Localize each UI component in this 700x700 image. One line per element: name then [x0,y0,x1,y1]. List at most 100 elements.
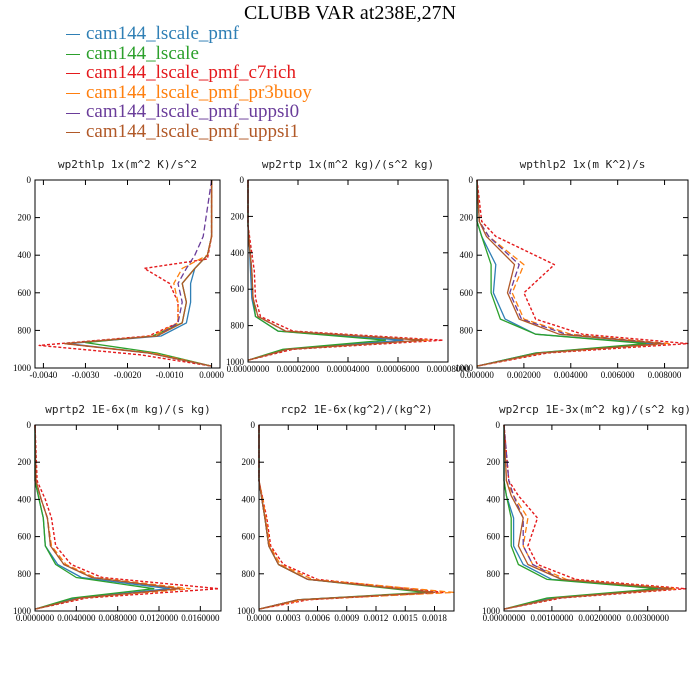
y-tick-label: 400 [487,494,501,504]
chart-title: wp2rcp 1E-3x(m^2 kg)/(s^2 kg) [499,403,691,416]
series-line [247,180,444,361]
legend-swatch [66,112,80,114]
legend-item: cam144_lscale [66,42,312,64]
y-tick-label: 400 [242,494,256,504]
series-line [258,425,445,610]
chart-title: wprtp2 1E-6x(m kg)/(s kg) [45,403,211,416]
chart-panel: wpthlp2 1x(m K^2)/s020040060080010000.00… [455,158,689,380]
x-tick-label: -0.0040 [30,370,58,380]
y-tick-label: 600 [460,288,474,298]
y-tick-label: 1000 [13,606,32,616]
x-tick-label: 0.00004000 [327,364,370,374]
x-tick-label: 0.0018 [422,613,447,623]
chart-panel: wp2rtp 1x(m^2 kg)/(s^2 kg) 0 200 400 600 800 1… [226,158,470,374]
y-tick-label: 800 [18,325,32,335]
y-tick-label: 800 [18,569,32,579]
legend-label: cam144_lscale_pmf_uppsi1 [86,120,300,142]
legend-label: cam144_lscale_pmf [86,23,240,44]
y-tick-label: 200 [487,457,501,467]
legend-swatch [66,53,80,55]
legend-label: cam144_lscale_pmf_uppsi0 [86,101,300,123]
x-tick-label: 0.0000 [199,370,224,380]
y-tick-label: 1000 [237,606,256,616]
series-line [503,425,658,610]
y-tick-label: 800 [487,569,501,579]
y-tick-label: 200 [242,457,256,467]
figure-title: CLUBB VAR at238E,27N [243,2,457,24]
x-tick-label: 0.00006000 [377,364,420,374]
series-line [247,180,424,361]
x-tick-label: 0.004000 [554,370,588,380]
legend-item: cam144_lscale_pmf_c7rich [66,63,312,83]
y-tick-label: 0 [469,175,474,185]
legend-label: cam144_lscale_pmf_pr3buoy [86,81,312,103]
y-tick-label: 0 [496,420,501,430]
series-line [258,425,436,610]
y-tick-label: 0 [240,175,245,185]
x-tick-label: 0.00100000 [531,613,574,623]
y-tick-label: 400 [18,250,32,260]
plot-frame [258,424,455,612]
y-tick-label: 200 [18,457,32,467]
x-tick-label: 0.000000 [460,370,494,380]
chart-title: wp2thlp 1x(m^2 K)/s^2 [58,158,197,171]
y-tick-label: 400 [460,250,474,260]
chart-panel: wp2thlp 1x(m^2 K)/s^202004006008001000-0… [13,158,224,380]
x-tick-label: 0.008000 [648,370,682,380]
y-tick-label: 200 [460,213,474,223]
series-line [503,424,687,610]
y-tick-label: 1000 [455,363,474,373]
plot-frame [503,424,687,612]
series-line [503,424,673,610]
chart-title: rcp2 1E-6x(kg^2)/(kg^2) [280,403,432,416]
x-tick-label: 0.0009 [334,613,359,623]
y-tick-label: 200 [18,213,32,223]
y-tick-label: 600 [18,288,32,298]
y-tick-label: 600 [242,532,256,542]
y-tick-label: 400 [18,494,32,504]
x-tick-label: -0.0030 [72,370,100,380]
x-tick-label: 0.0015 [393,613,418,623]
x-tick-label: 0.0120000 [140,613,179,623]
series-line [34,424,181,610]
x-tick-label: 0.00300000 [626,613,669,623]
chart-title: wp2rtp 1x(m^2 kg)/(s^2 kg) [262,158,434,171]
chart-panel: rcp2 1E-6x(kg^2)/(kg^2) 0 200 400 600 800 1000… [237,403,455,623]
x-tick-label: 0.0080000 [99,613,138,623]
series-line [476,180,647,367]
y-tick-label: 800 [242,569,256,579]
legend-swatch [66,34,80,36]
series-line [476,179,670,367]
legend-swatch [66,73,80,75]
plot-frame [476,179,689,369]
legend-label: cam144_lscale [86,42,199,64]
x-tick-label: 0.002000 [507,370,541,380]
x-tick-label: 0.0040000 [57,613,96,623]
x-tick-label: 0.00200000 [578,613,621,623]
x-tick-label: 0.0000 [247,613,272,623]
y-tick-label: 1000 [13,363,32,373]
series-line [258,425,436,610]
y-tick-label: 200 [231,211,245,221]
series-line [34,424,220,610]
y-tick-label: 1000 [226,357,245,367]
legend-swatch [66,132,80,134]
x-tick-label: 0.0160000 [181,613,220,623]
legend: cam144_lscale_pmf cam144_lscale cam144_l… [66,24,312,142]
legend-item: cam144_lscale_pmf_pr3buoy [66,81,312,103]
plot-frame [34,179,221,369]
series-line [258,425,455,610]
x-tick-label: 0.0012 [364,613,389,623]
legend-label: cam144_lscale_pmf_c7rich [86,62,296,84]
legend-item: cam144_lscale_pmf_uppsi1 [66,122,312,142]
y-tick-label: 0 [27,420,32,430]
series-line [63,180,213,367]
x-tick-label: 0.00000000 [483,613,526,623]
y-tick-label: 1000 [482,606,501,616]
x-tick-label: 0.00002000 [277,364,320,374]
series-line [63,179,213,367]
plot-frame [34,424,222,612]
y-tick-label: 0 [27,175,32,185]
x-tick-label: 0.0003 [276,613,301,623]
chart-title: wpthlp2 1x(m K^2)/s [520,158,646,171]
